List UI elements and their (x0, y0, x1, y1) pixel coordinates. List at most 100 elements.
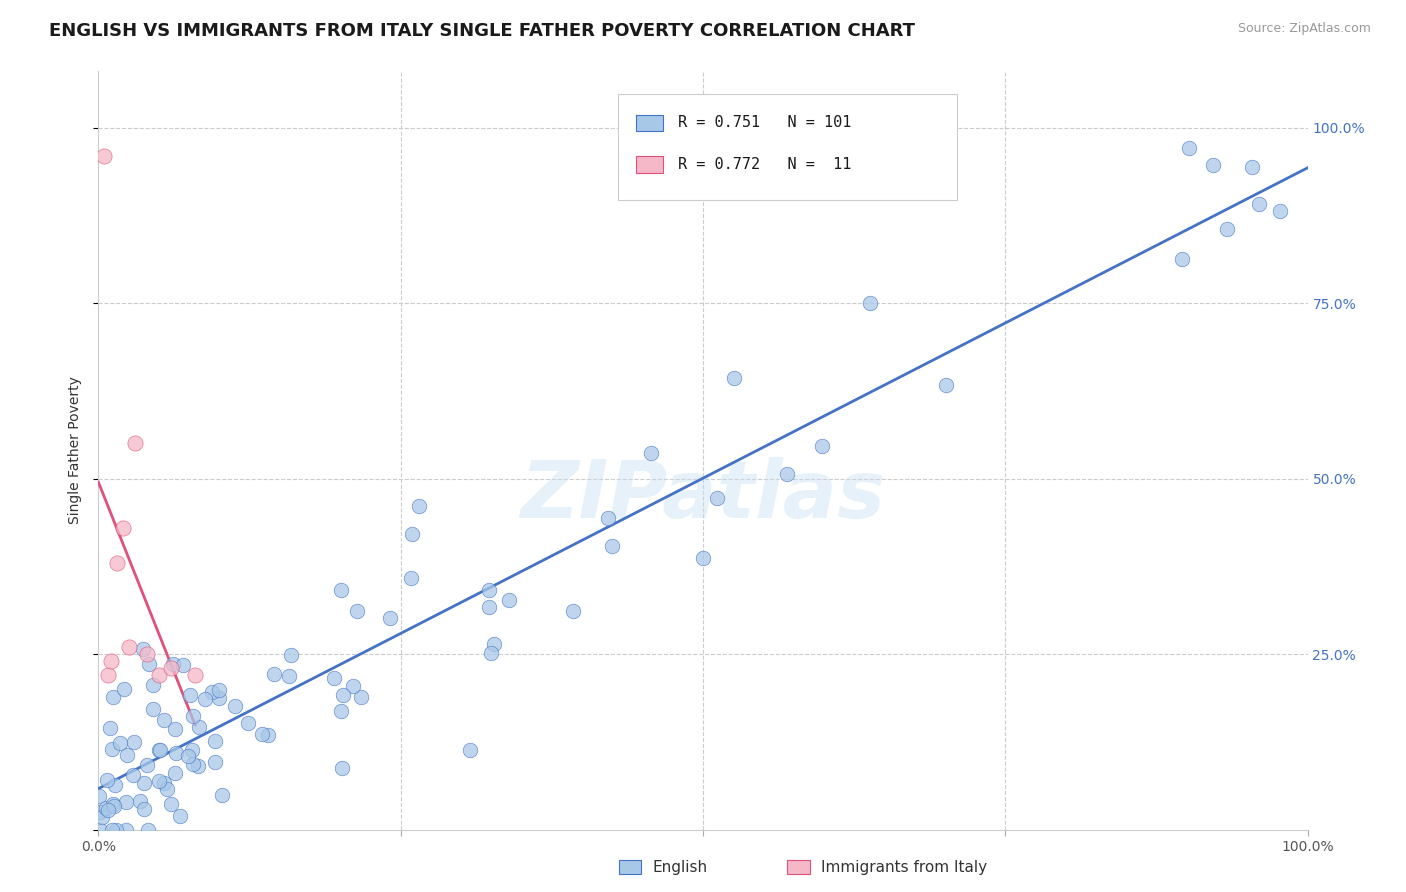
Point (280, 648, 302, 662)
Point (91, 810, 114, 824)
Point (640, 446, 662, 460)
Point (97, 803, 120, 817)
Point (1202, 158, 1225, 172)
Point (98, 721, 121, 735)
Point (935, 378, 957, 392)
Text: Immigrants from Italy: Immigrants from Italy (821, 860, 987, 874)
Point (96, 773, 118, 788)
Point (160, 797, 183, 812)
Point (1178, 141, 1201, 155)
Point (692, 551, 714, 566)
Point (169, 809, 191, 823)
Point (104, 778, 127, 792)
Point (165, 722, 187, 736)
Point (478, 582, 501, 597)
Point (1216, 222, 1239, 236)
Point (194, 691, 217, 706)
Point (156, 781, 179, 796)
Point (148, 774, 170, 789)
Point (105, 556, 128, 570)
Point (148, 743, 170, 757)
Point (342, 679, 364, 693)
Point (706, 491, 728, 505)
Point (1247, 197, 1270, 211)
Point (278, 669, 301, 683)
Point (101, 741, 124, 756)
Point (208, 683, 231, 698)
Point (329, 704, 352, 718)
Point (153, 713, 176, 727)
Point (181, 709, 204, 723)
Point (224, 699, 246, 714)
Text: ENGLISH VS IMMIGRANTS FROM ITALY SINGLE FATHER POVERTY CORRELATION CHART: ENGLISH VS IMMIGRANTS FROM ITALY SINGLE … (49, 22, 915, 40)
Bar (637, 114, 664, 131)
Point (204, 755, 226, 769)
Point (160, 661, 183, 675)
Point (187, 759, 209, 773)
Point (105, 822, 128, 837)
Point (136, 758, 159, 772)
Bar (637, 156, 664, 173)
Point (101, 690, 124, 705)
Point (94, 801, 117, 815)
Point (100, 654, 122, 668)
Point (89, 822, 111, 837)
Point (115, 822, 138, 837)
Point (138, 657, 160, 671)
Point (498, 593, 520, 607)
Point (399, 571, 422, 585)
Point (332, 688, 354, 702)
Point (478, 599, 501, 614)
Point (401, 526, 423, 541)
Point (153, 775, 176, 789)
Point (122, 734, 145, 748)
Point (115, 795, 138, 809)
Point (124, 436, 146, 450)
Point (183, 756, 205, 771)
Point (165, 746, 187, 760)
Point (482, 637, 505, 651)
Point (811, 439, 834, 453)
Point (859, 296, 882, 310)
Text: R = 0.751   N = 101: R = 0.751 N = 101 (678, 115, 851, 130)
Point (162, 657, 184, 672)
Point (132, 642, 155, 657)
Point (100, 822, 122, 837)
Text: ZIPatlas: ZIPatlas (520, 457, 886, 535)
Bar (619, 95, 957, 201)
Point (562, 604, 585, 618)
Point (121, 768, 143, 782)
Point (142, 702, 165, 716)
Point (600, 539, 623, 553)
Point (346, 604, 368, 618)
Point (111, 521, 134, 535)
Point (180, 743, 202, 757)
Point (93, 148, 115, 162)
Text: Source: ZipAtlas.com: Source: ZipAtlas.com (1237, 22, 1371, 36)
Point (97, 668, 120, 682)
Point (776, 467, 799, 482)
Point (211, 789, 233, 803)
Point (257, 729, 280, 743)
Point (129, 794, 152, 808)
Point (323, 671, 346, 685)
Point (108, 736, 131, 750)
Point (165, 766, 187, 780)
Point (179, 689, 201, 703)
Point (187, 720, 209, 734)
Point (329, 583, 352, 598)
Point (1241, 160, 1264, 174)
Point (142, 678, 165, 692)
Point (378, 611, 401, 625)
Point (177, 749, 200, 764)
Point (134, 776, 156, 790)
Point (250, 727, 273, 741)
Point (458, 742, 481, 756)
Point (208, 691, 231, 706)
Point (89, 805, 111, 820)
Point (87, 789, 110, 803)
Text: English: English (652, 860, 707, 874)
Point (112, 682, 135, 697)
Point (1171, 252, 1194, 266)
Point (101, 797, 124, 811)
